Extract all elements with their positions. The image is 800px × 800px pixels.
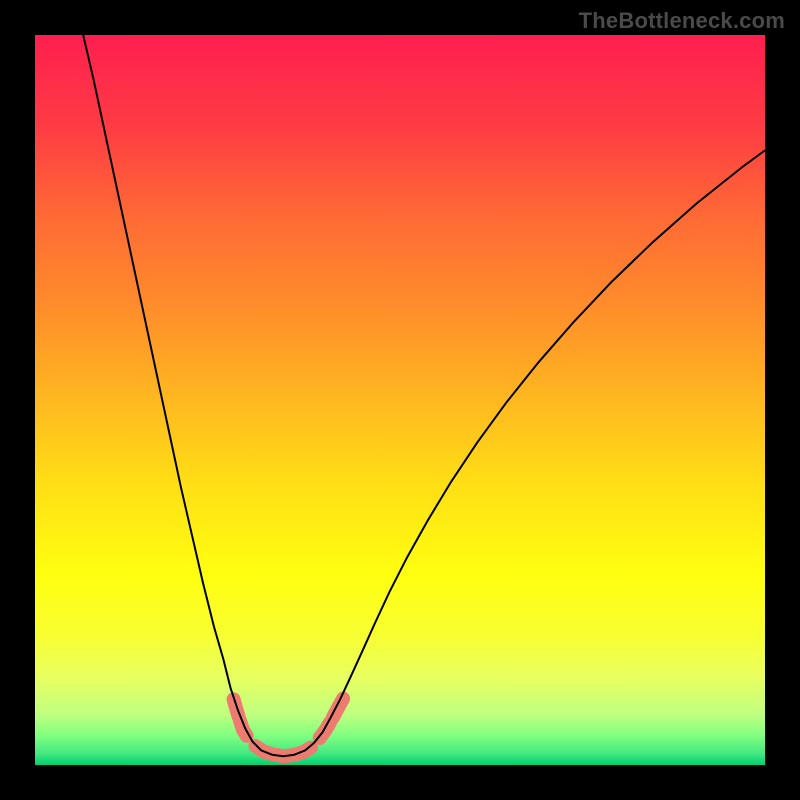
bottleneck-curve [83, 35, 765, 756]
chart-outer-frame: TheBottleneck.com [0, 0, 800, 800]
highlight-segment [320, 723, 330, 738]
curve-layer [35, 35, 765, 765]
watermark-text: TheBottleneck.com [579, 8, 785, 34]
highlight-segments [234, 699, 344, 757]
plot-area [35, 35, 765, 765]
